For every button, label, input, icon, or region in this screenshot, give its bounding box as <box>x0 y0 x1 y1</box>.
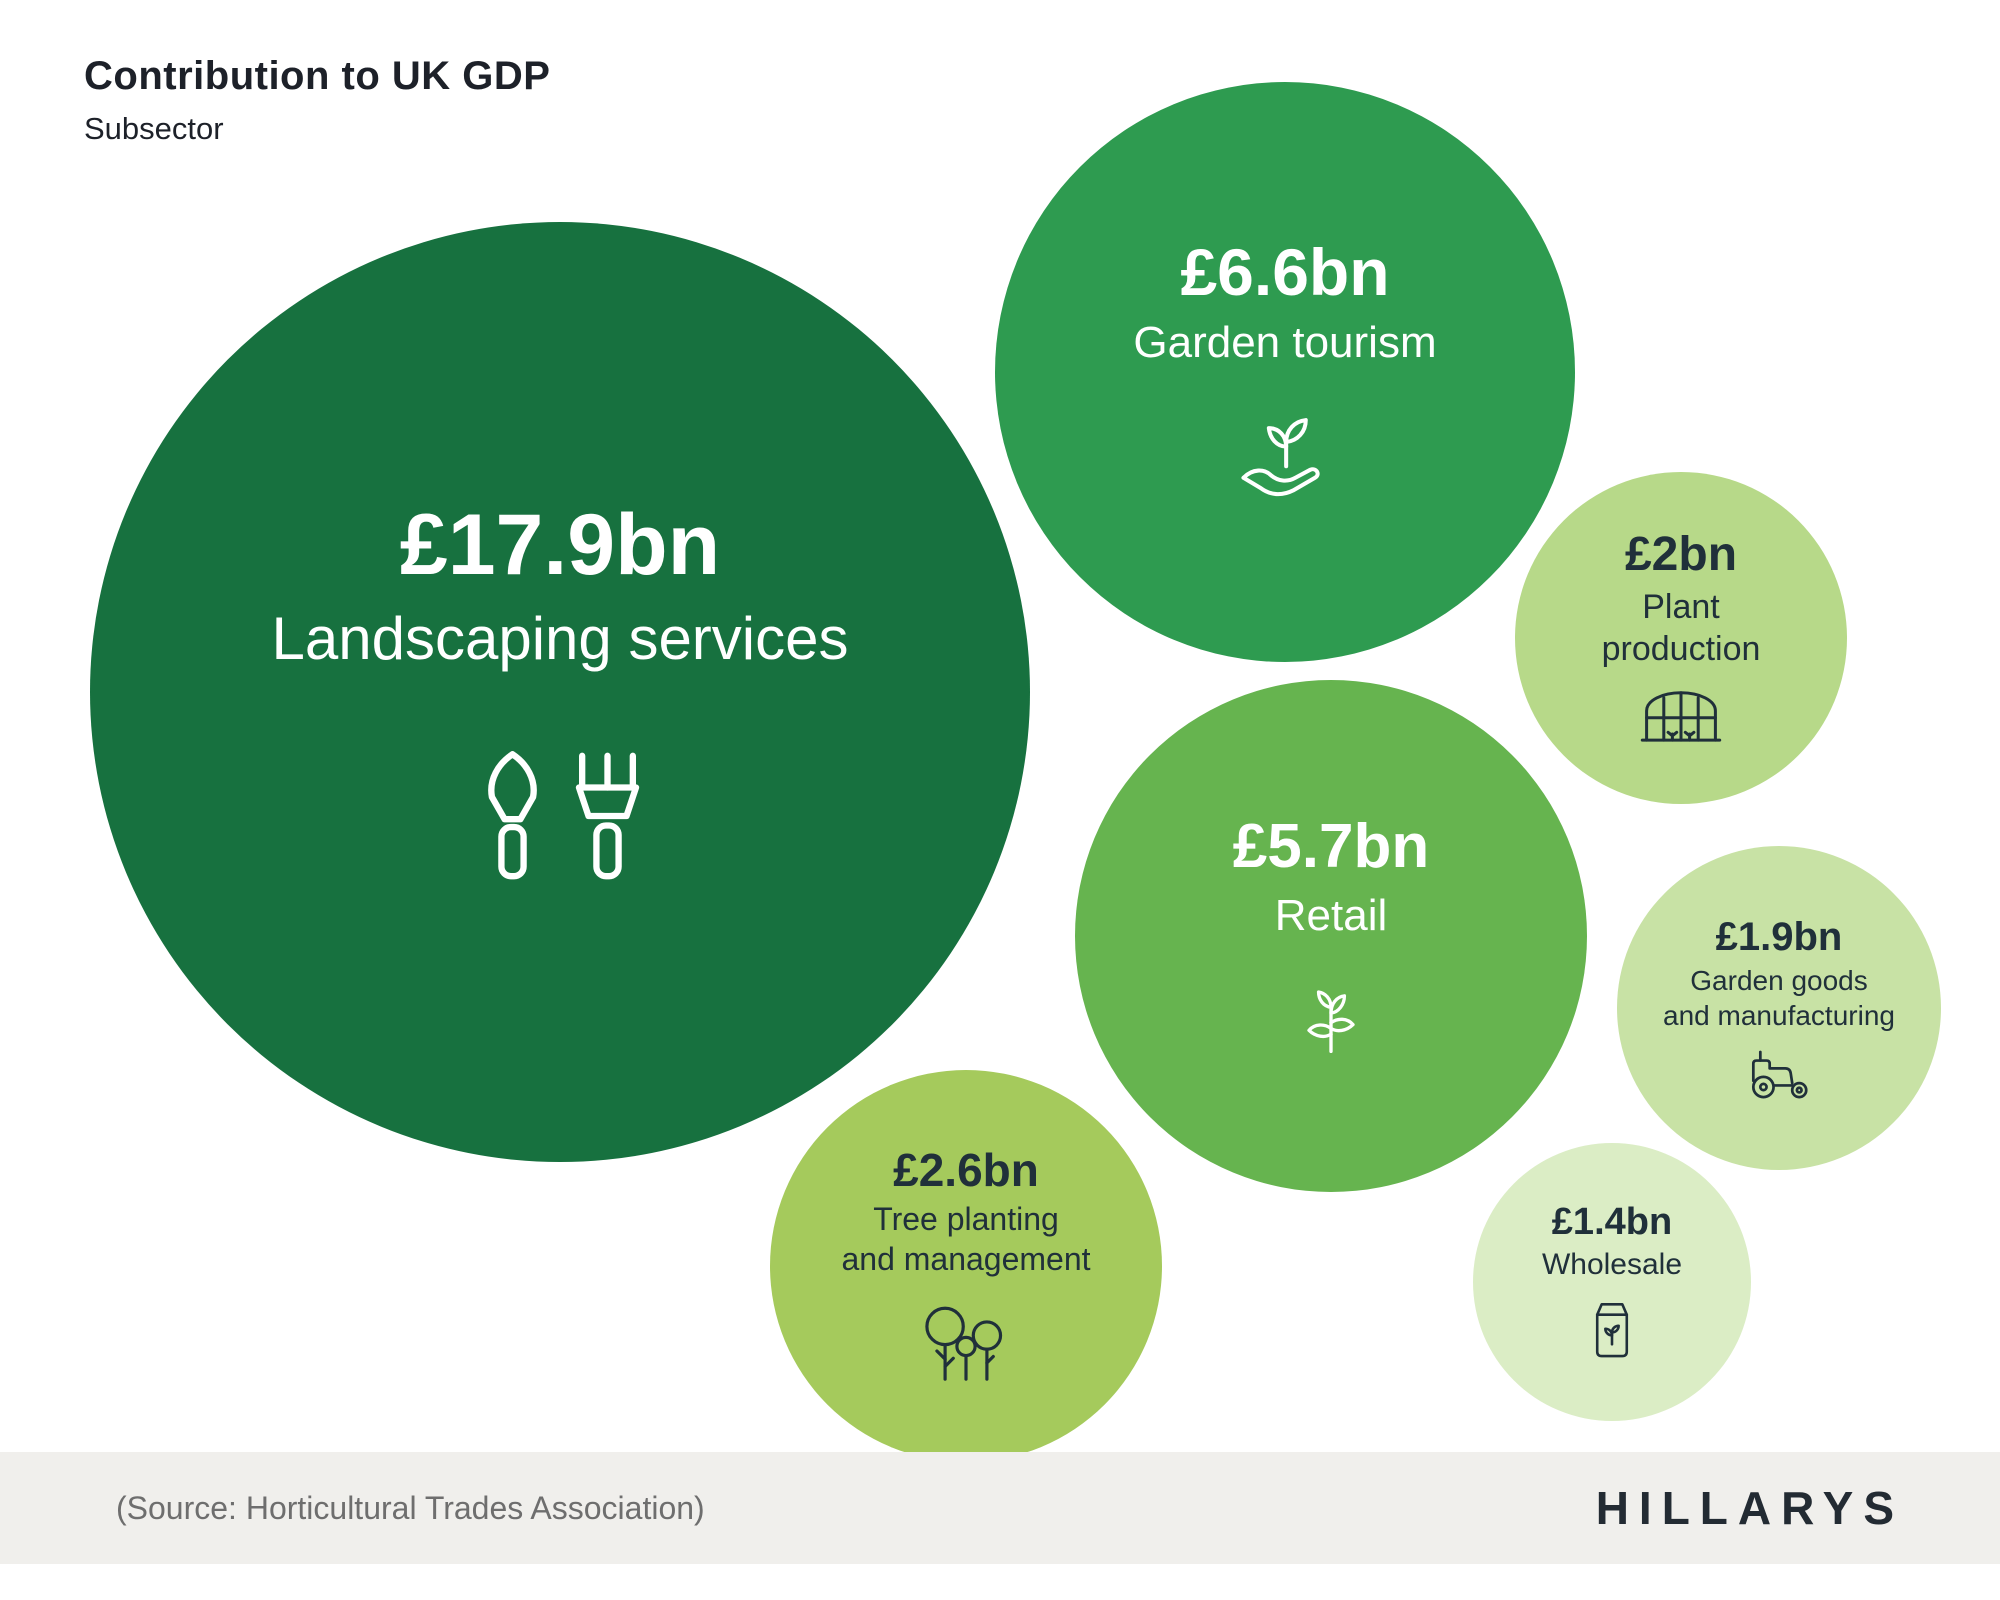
bubble-garden-tourism: £6.6bn Garden tourism <box>995 82 1575 662</box>
bubble-label: Garden tourism <box>1133 317 1437 367</box>
bubble-label: Garden goods and manufacturing <box>1663 965 1895 1031</box>
bubble-label: Retail <box>1274 890 1388 940</box>
seed-bag-icon <box>1595 1302 1629 1358</box>
bubble-plant-production: £2bn Plant production <box>1515 472 1847 804</box>
bubble-landscaping-services: £17.9bn Landscaping services <box>90 222 1030 1162</box>
footer-bar: (Source: Horticultural Trades Associatio… <box>0 1452 2000 1564</box>
bubble-value: £2.6bn <box>893 1143 1039 1196</box>
bubble-retail: £5.7bn Retail <box>1075 680 1587 1192</box>
chart-header: Contribution to UK GDP Subsector <box>84 54 550 147</box>
bubble-value: £1.4bn <box>1551 1201 1673 1244</box>
bubble-value: £2bn <box>1624 528 1738 582</box>
bubble-value: £17.9bn <box>399 497 721 594</box>
bubble-value: £1.9bn <box>1715 915 1843 959</box>
hand-sprout-icon <box>1241 417 1320 496</box>
page-subtitle: Subsector <box>84 111 224 146</box>
bubble-value: £6.6bn <box>1180 235 1390 310</box>
bubble-label: Landscaping services <box>271 604 849 672</box>
tractor-icon <box>1751 1050 1808 1099</box>
source-attribution: (Source: Horticultural Trades Associatio… <box>116 1489 705 1526</box>
bubble-wholesale: £1.4bn Wholesale <box>1473 1143 1751 1421</box>
bubble-label: Wholesale <box>1541 1248 1683 1282</box>
bubble-tree-planting-and-management: £2.6bn Tree planting and management <box>770 1070 1162 1462</box>
bubble-label: Tree planting and management <box>841 1201 1091 1278</box>
trowel-and-fork-icon <box>488 750 640 880</box>
bubble-label: Plant production <box>1601 587 1761 669</box>
bubble-garden-goods-and-manufacturing: £1.9bn Garden goods and manufacturing <box>1617 846 1941 1170</box>
hillarys-logo: HILLARYS <box>1595 1482 1904 1534</box>
seedling-icon <box>1307 989 1355 1053</box>
greenhouse-icon <box>1640 691 1722 742</box>
page-title: Contribution to UK GDP <box>84 54 551 98</box>
bubble-value: £5.7bn <box>1232 812 1430 882</box>
trees-icon <box>925 1306 1003 1382</box>
